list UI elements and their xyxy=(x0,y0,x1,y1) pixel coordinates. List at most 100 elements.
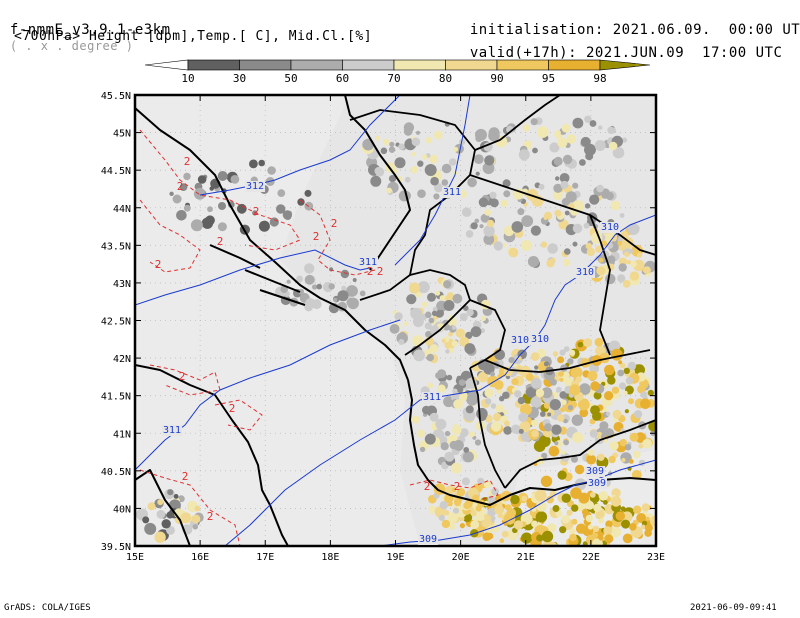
cloud-cell xyxy=(535,511,548,523)
lon-label: 21E xyxy=(517,552,535,563)
cloud-cell xyxy=(610,527,622,538)
cloud-cell xyxy=(589,194,600,205)
cloud-cell xyxy=(503,426,512,435)
cloud-cell xyxy=(572,432,584,443)
cloud-cell xyxy=(230,175,240,184)
cloud-cell xyxy=(543,361,549,367)
cloud-cell xyxy=(394,157,406,169)
height-311-ne xyxy=(394,95,471,266)
cloud-cell xyxy=(470,222,478,230)
cloud-cell xyxy=(589,363,600,374)
cloud-cell xyxy=(480,213,490,223)
cloud-cell xyxy=(466,308,474,317)
cloud-cell xyxy=(531,520,538,528)
contour-label-bg xyxy=(530,334,550,345)
cloud-cell xyxy=(467,177,477,188)
cloud-cell xyxy=(582,508,589,516)
cloud-cell xyxy=(425,136,433,144)
cloud-cell xyxy=(610,348,623,361)
cloud-cell xyxy=(589,492,596,498)
cloud-cell xyxy=(192,524,198,530)
cloud-cell xyxy=(583,222,590,229)
cloud-cell xyxy=(503,225,515,237)
cloud-cell xyxy=(613,418,618,423)
cloud-cell xyxy=(611,128,617,134)
cloud-cell xyxy=(513,520,524,530)
cloud-cell xyxy=(465,331,473,339)
temp-line-2 xyxy=(139,199,201,273)
cloud-cell xyxy=(475,505,482,512)
cloud-cell xyxy=(190,219,203,232)
cloud-cell xyxy=(541,387,553,399)
cloud-cell xyxy=(346,297,356,307)
cloud-cell xyxy=(166,526,175,535)
border-bulgaria xyxy=(589,214,611,356)
cloud-cell xyxy=(605,411,611,416)
cloud-cell xyxy=(389,141,395,147)
lat-label: 43.5N xyxy=(101,241,131,252)
cloud-cell xyxy=(604,364,615,376)
height-contour-label: 311 xyxy=(359,257,377,268)
lat-label: 43N xyxy=(113,279,131,290)
cloud-cell xyxy=(459,313,468,321)
cloud-cell xyxy=(477,514,484,522)
cloud-cell xyxy=(624,251,630,257)
cloud-cell xyxy=(427,292,436,302)
cloud-cell xyxy=(642,438,652,449)
cloud-cell xyxy=(540,241,548,248)
cloud-cell xyxy=(549,399,561,411)
colorbar-arrow-right xyxy=(599,59,651,71)
init-label: initialisation: xyxy=(469,22,604,38)
cloud-cell xyxy=(433,183,444,193)
cloud-cell xyxy=(359,290,366,297)
cloud-cell xyxy=(506,125,514,134)
temp-contour-label: 2 xyxy=(184,155,191,168)
cloud-cell xyxy=(562,154,573,165)
cloud-cell xyxy=(559,391,568,399)
cloud-cell xyxy=(439,295,446,301)
cloud-cell xyxy=(267,166,276,175)
colorbar: 10 30 50 60 70 80 90 95 98 xyxy=(144,59,651,85)
coastline-greece xyxy=(469,477,656,506)
cloud-cell xyxy=(570,366,583,379)
cloud-cell xyxy=(605,191,614,201)
init-time: initialisation: 2021.06.09. 00:00 UTC xyxy=(452,6,800,38)
cloud-cell xyxy=(566,509,573,516)
height-contour-label: 310 xyxy=(601,222,619,233)
cloud-cell xyxy=(571,518,578,525)
cloud-cell xyxy=(304,274,315,285)
cloud-cell xyxy=(167,489,174,496)
cloud-cell xyxy=(411,415,420,424)
cloud-cell xyxy=(236,203,247,214)
cloud-cell xyxy=(610,496,622,507)
cloud-cell xyxy=(422,154,428,160)
cloud-cell xyxy=(592,525,600,533)
cloud-cell xyxy=(609,441,619,451)
cloud-cell xyxy=(380,147,388,155)
cloud-cell xyxy=(517,397,525,405)
cloud-cell xyxy=(443,510,450,516)
lon-label: 23E xyxy=(647,552,665,563)
cloud-cell xyxy=(518,428,524,434)
cloud-cell xyxy=(427,382,434,389)
lat-label: 42.5N xyxy=(101,317,131,328)
cloud-cell xyxy=(554,209,562,217)
cloud-cell xyxy=(493,412,502,422)
cloud-cell xyxy=(433,130,443,140)
cloud-cell xyxy=(410,166,418,174)
cloud-cell xyxy=(571,504,579,512)
cloud-cell xyxy=(269,217,279,227)
cloud-cell xyxy=(551,424,562,435)
cloud-cell xyxy=(534,365,539,370)
cloud-cell xyxy=(521,495,528,502)
border-serbia xyxy=(474,95,561,151)
cloud-cell xyxy=(510,494,520,505)
cloud-cell xyxy=(286,279,291,284)
cloud-cell xyxy=(429,154,438,164)
colorbar-label: 90 xyxy=(490,72,503,85)
coastline-italy xyxy=(135,364,289,546)
cloud-cell xyxy=(595,245,603,253)
cloud-cell xyxy=(451,325,457,330)
cloud-cell xyxy=(491,421,502,432)
cloud-cell xyxy=(428,317,435,324)
